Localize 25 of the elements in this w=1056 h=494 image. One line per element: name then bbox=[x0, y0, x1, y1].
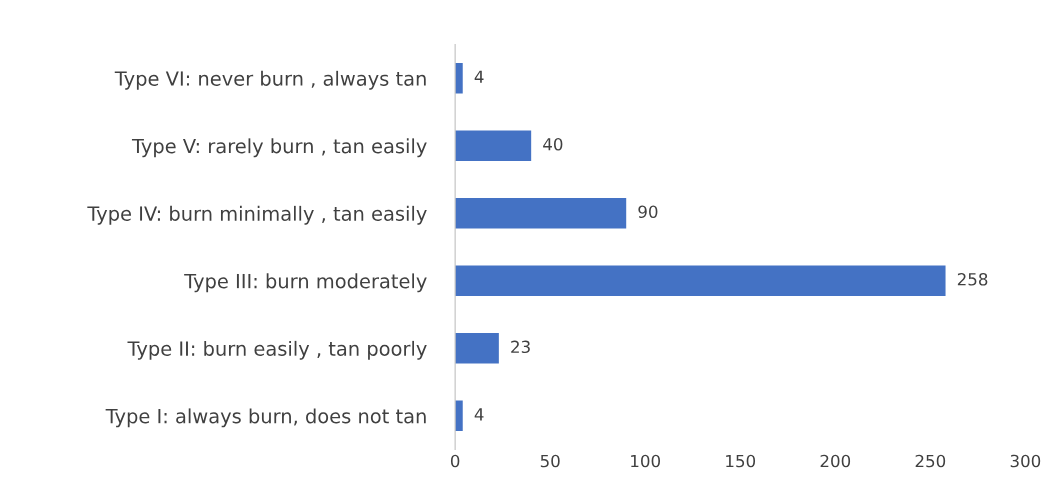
x-tick-label: 0 bbox=[450, 454, 460, 468]
x-tick-label: 200 bbox=[820, 454, 851, 468]
bar bbox=[455, 333, 499, 364]
data-label: 4 bbox=[474, 408, 484, 421]
x-tick-label: 50 bbox=[540, 454, 560, 468]
data-label: 40 bbox=[543, 137, 563, 151]
x-tick-label: 250 bbox=[915, 454, 946, 468]
data-label: 23 bbox=[511, 340, 530, 354]
y-tick-label: Type III: burn moderately bbox=[184, 273, 427, 293]
data-label: 258 bbox=[957, 272, 988, 286]
bar bbox=[455, 265, 946, 296]
y-tick-label: Type IV: burn minimally , tan easily bbox=[87, 205, 427, 225]
bar bbox=[455, 130, 532, 161]
x-tick-label: 300 bbox=[1010, 454, 1041, 468]
bar bbox=[455, 198, 627, 229]
data-label: 4 bbox=[474, 70, 484, 83]
data-label: 90 bbox=[638, 205, 658, 219]
x-tick-label: 100 bbox=[631, 454, 661, 468]
x-tick-label: 150 bbox=[726, 454, 756, 468]
y-tick-label: Type I: always burn, does not tan bbox=[105, 408, 426, 428]
y-tick-label: Type VI: never burn , always tan bbox=[114, 70, 426, 90]
y-tick-label: Type II: burn easily , tan poorly bbox=[127, 340, 427, 360]
bar bbox=[455, 63, 463, 94]
y-tick-label: Type V: rarely burn , tan easily bbox=[131, 138, 427, 158]
bar bbox=[455, 400, 463, 431]
